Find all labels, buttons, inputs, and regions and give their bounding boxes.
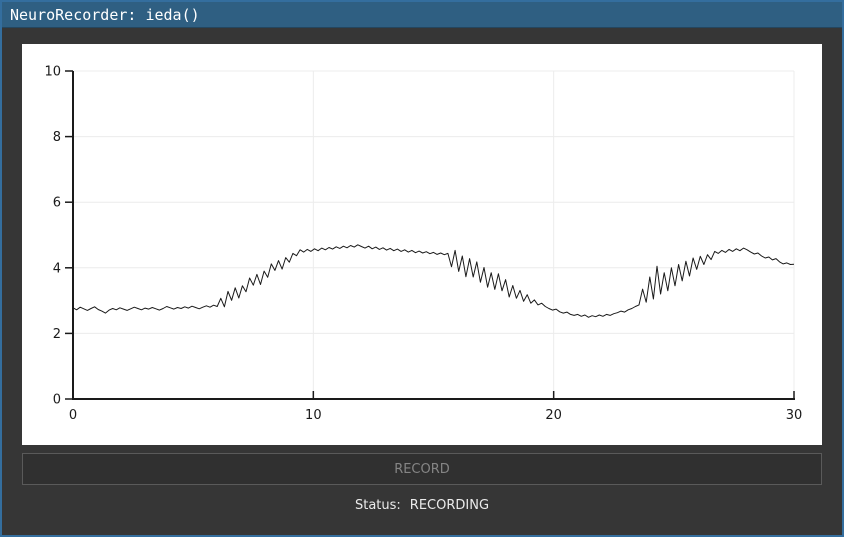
x-tick-label: 10: [305, 408, 322, 423]
x-tick-label: 0: [69, 408, 77, 423]
record-button[interactable]: RECORD: [22, 453, 822, 485]
y-tick-label: 4: [53, 261, 61, 276]
y-tick-label: 0: [53, 393, 61, 408]
y-tick-label: 2: [53, 327, 61, 342]
window-titlebar[interactable]: NeuroRecorder: ieda(): [2, 2, 842, 28]
eda-signal-chart: 0 10 20 30 0 2 4 6 8 10: [44, 65, 803, 424]
status-label: Status:: [354, 498, 401, 513]
chart-panel: 0 10 20 30 0 2 4 6 8 10: [22, 44, 822, 445]
y-tick-label: 8: [53, 130, 61, 145]
signal-trace: [72, 244, 795, 318]
y-tick-label: 10: [44, 65, 61, 80]
status-value: RECORDING: [409, 498, 490, 513]
x-tick-label: 20: [545, 408, 562, 423]
status-bar: Status: RECORDING: [2, 498, 842, 513]
window-title: NeuroRecorder: ieda(): [10, 6, 200, 24]
x-tick-label: 30: [786, 408, 803, 423]
y-tick-label: 6: [53, 196, 61, 211]
